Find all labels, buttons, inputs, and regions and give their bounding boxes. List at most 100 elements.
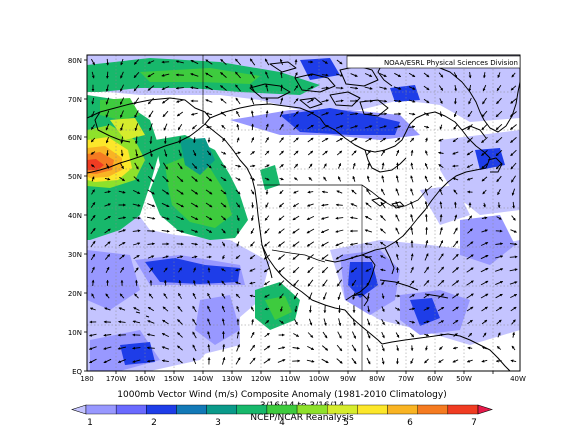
wind-vector-arrow xyxy=(163,162,168,170)
wind-vector-arrow xyxy=(366,357,371,365)
wind-vector-arrow xyxy=(90,202,96,208)
wind-vector-arrow xyxy=(235,255,241,259)
wind-vector-arrow xyxy=(206,163,212,169)
wind-vector-arrow xyxy=(423,293,430,299)
lon-tick: 120W xyxy=(251,375,271,383)
wind-vector-arrow xyxy=(133,84,140,92)
lon-tick: 70W xyxy=(398,375,414,383)
wind-vector-arrow xyxy=(293,111,299,117)
wind-vector-arrow xyxy=(366,292,370,300)
wind-vector-arrow xyxy=(279,110,284,118)
wind-vector-arrow xyxy=(118,320,126,324)
wind-vector-arrow xyxy=(176,216,185,220)
wind-vector-arrow xyxy=(265,110,269,118)
wind-vector-arrow xyxy=(453,333,458,337)
lon-tick: 140W xyxy=(193,375,213,383)
wind-vector-arrow xyxy=(105,71,109,79)
wind-vector-arrow xyxy=(308,318,313,326)
colorbar-swatch xyxy=(447,404,479,415)
wind-vector-arrow xyxy=(509,242,518,246)
wind-vector-arrow xyxy=(351,189,357,195)
wind-vector-arrow xyxy=(135,149,139,157)
wind-vector-arrow xyxy=(176,175,184,183)
wind-vector-arrow xyxy=(292,266,300,274)
wind-vector-arrow xyxy=(251,202,254,209)
wind-vector-arrow xyxy=(323,292,327,301)
wind-vector-arrow xyxy=(249,268,256,272)
wind-vector-arrow xyxy=(146,346,155,350)
wind-vector-arrow xyxy=(321,345,329,351)
wind-vector-arrow xyxy=(424,213,428,222)
wind-vector-arrow xyxy=(366,188,371,195)
wind-vector-arrow xyxy=(439,346,443,350)
wind-vector-arrow xyxy=(149,136,153,145)
wind-vector-arrow xyxy=(147,97,155,105)
wind-vector-arrow xyxy=(321,112,329,116)
wind-vector-arrow xyxy=(379,125,387,129)
wind-vector-arrow xyxy=(322,331,328,339)
wind-vector-arrow xyxy=(365,268,372,272)
wind-vector-arrow xyxy=(147,320,155,324)
wind-vector-arrow xyxy=(364,112,373,116)
wind-vector-arrow xyxy=(104,215,111,221)
wind-vector-arrow xyxy=(192,318,197,326)
wind-vector-arrow xyxy=(336,137,344,143)
wind-vector-arrow xyxy=(322,150,328,156)
wind-vector-arrow xyxy=(148,162,154,170)
wind-vector-arrow xyxy=(307,86,314,90)
wind-vector-arrow xyxy=(120,58,124,66)
wind-vector-arrow xyxy=(279,58,284,65)
wind-vector-arrow xyxy=(510,306,517,312)
wind-vector-arrow xyxy=(293,98,299,104)
wind-vector-arrow xyxy=(279,164,284,168)
wind-vector-arrow xyxy=(220,85,227,91)
lat-tick-labels: EQ 10N 20N 30N 40N 50N 60N 70N 80N xyxy=(68,57,83,376)
wind-vector-arrow xyxy=(364,125,373,129)
wind-vector-arrow xyxy=(410,200,414,209)
wind-vector-arrow xyxy=(264,307,270,311)
wind-vector-arrow xyxy=(496,216,502,220)
wind-vector-arrow xyxy=(438,240,444,248)
wind-vector-arrow xyxy=(395,240,400,248)
wind-vector-arrow xyxy=(190,86,199,90)
wind-vector-arrow xyxy=(380,255,386,259)
wind-vector-arrow xyxy=(149,149,153,158)
wind-vector-arrow xyxy=(177,358,183,364)
wind-vector-arrow xyxy=(466,293,474,299)
wind-vector-arrow xyxy=(410,226,414,235)
wind-vector-arrow xyxy=(134,110,139,118)
map-title: 1000mb Vector Wind (m/s) Composite Anoma… xyxy=(117,390,446,400)
wind-vector-arrow xyxy=(177,255,184,259)
wind-vector-arrow xyxy=(221,356,226,365)
wind-vector-arrow xyxy=(307,73,314,77)
wind-vector-arrow xyxy=(425,137,428,143)
wind-vector-arrow xyxy=(306,215,315,221)
wind-vector-arrow xyxy=(264,332,270,338)
wind-vector-arrow xyxy=(206,150,212,156)
wind-vector-arrow xyxy=(146,359,155,363)
lat-tick: 60N xyxy=(68,134,82,142)
wind-vector-arrow xyxy=(162,110,169,118)
wind-vector-arrow xyxy=(423,85,430,91)
wind-vector-arrow xyxy=(468,97,472,105)
wind-vector-arrow xyxy=(250,137,255,143)
wind-vector-arrow xyxy=(438,164,444,168)
wind-vector-arrow xyxy=(104,190,111,194)
wind-vector-arrow xyxy=(89,307,96,311)
wind-vector-arrow xyxy=(221,318,225,326)
wind-vector-arrow xyxy=(321,266,329,274)
wind-vector-arrow xyxy=(236,344,240,352)
wind-vector-arrow xyxy=(134,293,139,299)
wind-vector-arrow xyxy=(364,86,373,90)
wind-vector-arrow xyxy=(468,84,472,92)
wind-vector-arrow xyxy=(350,137,358,143)
lat-tick: EQ xyxy=(72,368,82,376)
lon-tick: 40W xyxy=(510,375,526,383)
wind-vector-arrow xyxy=(279,177,284,181)
wind-vector-arrow xyxy=(381,318,385,326)
wind-vector-arrow xyxy=(438,253,444,261)
wind-vector-arrow xyxy=(221,124,226,130)
wind-vector-arrow xyxy=(336,266,343,274)
wind-vector-arrow xyxy=(452,253,459,261)
wind-vector-arrow xyxy=(495,110,503,118)
